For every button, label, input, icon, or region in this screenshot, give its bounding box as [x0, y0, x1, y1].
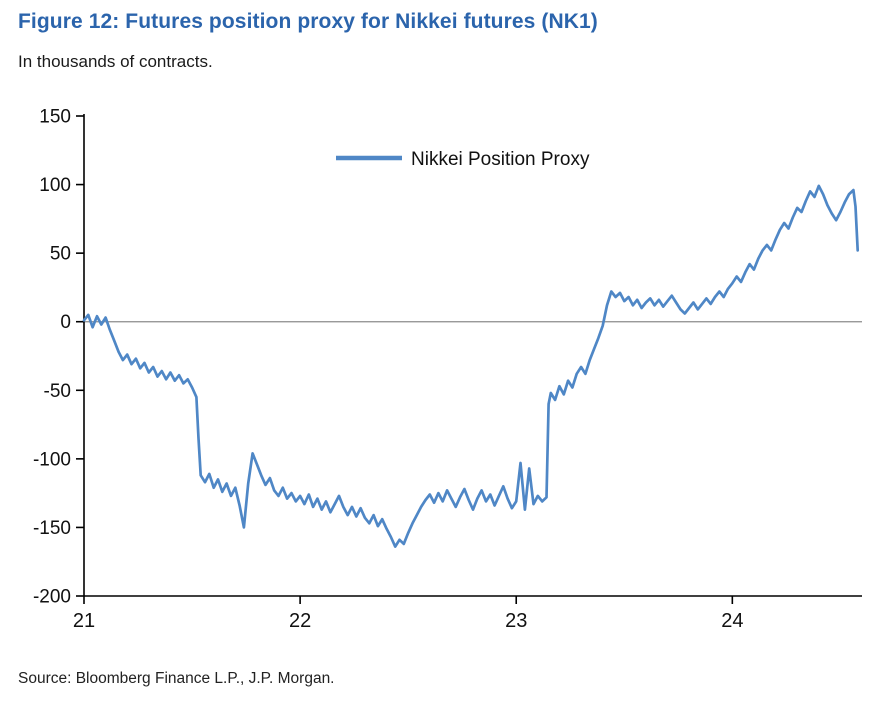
- y-axis-tick-label: 50: [50, 244, 71, 265]
- y-axis-tick-label: 0: [60, 312, 71, 333]
- x-axis-tick-label: 21: [73, 610, 95, 632]
- x-axis-tick-label: 24: [721, 610, 743, 632]
- y-axis-tick-label: -200: [33, 587, 71, 608]
- y-axis-tick-label: -50: [44, 381, 71, 402]
- x-axis-tick-label: 23: [505, 610, 527, 632]
- y-axis-tick-label: 100: [39, 175, 71, 196]
- y-axis-tick-label: -100: [33, 449, 71, 470]
- legend-label: Nikkei Position Proxy: [411, 149, 590, 170]
- y-axis-tick-label: -150: [33, 518, 71, 539]
- source-note: Source: Bloomberg Finance L.P., J.P. Mor…: [18, 670, 335, 687]
- x-axis-tick-label: 22: [289, 610, 311, 632]
- nikkei-position-proxy-line: [82, 184, 860, 548]
- figure-title: Figure 12: Futures position proxy for Ni…: [18, 10, 598, 33]
- figure-subtitle: In thousands of contracts.: [18, 52, 213, 71]
- y-axis-tick-label: 150: [39, 107, 71, 128]
- chart-area: 150 100 50 0 -50 -100 -150 -200 21 22 23 24 Nikkei P…: [6, 88, 882, 648]
